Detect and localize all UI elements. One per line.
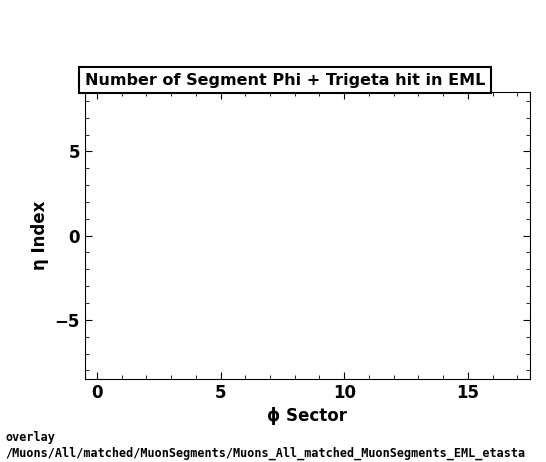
Text: overlay
/Muons/All/matched/MuonSegments/Muons_All_matched_MuonSegments_EML_etast: overlay /Muons/All/matched/MuonSegments/… xyxy=(5,432,526,460)
Text: Number of Segment Phi + Trigeta hit in EML: Number of Segment Phi + Trigeta hit in E… xyxy=(85,73,485,88)
Y-axis label: η Index: η Index xyxy=(31,201,49,270)
X-axis label: ϕ Sector: ϕ Sector xyxy=(267,407,347,425)
